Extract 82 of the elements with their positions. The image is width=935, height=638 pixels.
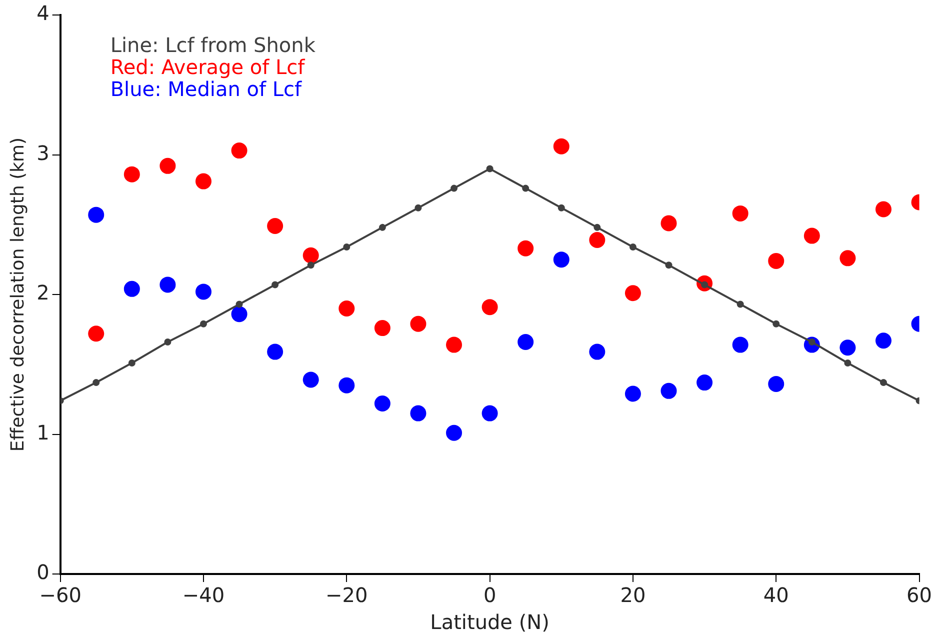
- x-axis-title: Latitude (N): [430, 610, 550, 634]
- point: [553, 252, 570, 268]
- point: [124, 280, 140, 297]
- point: [665, 262, 672, 269]
- point: [696, 374, 713, 391]
- point: [768, 252, 784, 269]
- text: Red: Average of Lcf: [110, 55, 306, 80]
- y-tick-label: 0: [36, 560, 50, 584]
- point: [124, 166, 140, 182]
- point: [840, 340, 856, 356]
- point: [236, 300, 243, 308]
- point: [736, 300, 744, 308]
- point: [518, 240, 534, 256]
- y-tick-label: 3: [36, 140, 50, 165]
- point: [875, 201, 892, 218]
- point: [518, 334, 534, 350]
- point: [844, 359, 852, 366]
- point: [307, 262, 314, 269]
- point: [660, 382, 677, 399]
- point: [410, 405, 426, 422]
- point: [195, 173, 212, 190]
- text: Line: Lcf from Shonk: [110, 33, 316, 58]
- point: [338, 300, 355, 316]
- point: [160, 276, 176, 293]
- point: [589, 344, 606, 360]
- point: [272, 281, 279, 288]
- point: [732, 205, 748, 222]
- point: [128, 359, 136, 366]
- point: [732, 336, 748, 353]
- y-tick-label: 2: [36, 280, 50, 305]
- y-axis-title: Effective decorrelation length (km): [7, 137, 28, 452]
- point: [558, 204, 565, 212]
- point: [446, 424, 462, 441]
- point: [772, 320, 780, 328]
- point: [338, 377, 355, 394]
- x-tick-label: 40: [763, 583, 789, 608]
- point: [553, 138, 570, 154]
- point: [88, 206, 104, 223]
- x-tick-label: −40: [182, 583, 225, 608]
- point: [482, 405, 498, 422]
- point: [302, 372, 319, 388]
- point: [840, 250, 856, 266]
- point: [594, 224, 601, 231]
- point: [768, 376, 784, 392]
- x-tick-label: −20: [326, 583, 368, 608]
- point: [200, 320, 207, 328]
- point: [629, 243, 636, 250]
- point: [522, 184, 530, 192]
- point: [624, 285, 641, 302]
- point: [804, 228, 820, 244]
- point: [660, 215, 677, 232]
- y-tick-label: 1: [36, 420, 50, 444]
- point: [374, 396, 390, 412]
- point: [160, 158, 176, 174]
- point: [880, 379, 887, 386]
- point: [374, 320, 390, 336]
- text: Blue: Median of Lcf: [110, 77, 303, 102]
- point: [88, 326, 104, 342]
- point: [343, 243, 350, 250]
- point: [875, 332, 892, 349]
- x-tick-label: 0: [483, 583, 496, 608]
- point: [267, 344, 284, 360]
- point: [414, 204, 422, 212]
- point: [92, 379, 100, 386]
- point: [482, 299, 498, 316]
- point: [195, 284, 212, 300]
- point: [302, 247, 319, 264]
- point: [231, 142, 248, 159]
- point: [446, 336, 462, 353]
- point: [378, 224, 386, 231]
- x-tick-label: 60: [906, 583, 932, 608]
- y-tick-label: 4: [36, 1, 50, 26]
- point: [164, 338, 172, 346]
- x-tick-label: 20: [620, 583, 646, 608]
- point: [450, 184, 458, 192]
- x-tick-label: −60: [39, 583, 82, 608]
- point: [410, 316, 426, 332]
- point: [486, 165, 494, 172]
- point: [267, 218, 284, 234]
- point: [231, 306, 248, 322]
- point: [624, 386, 641, 402]
- point: [589, 232, 606, 248]
